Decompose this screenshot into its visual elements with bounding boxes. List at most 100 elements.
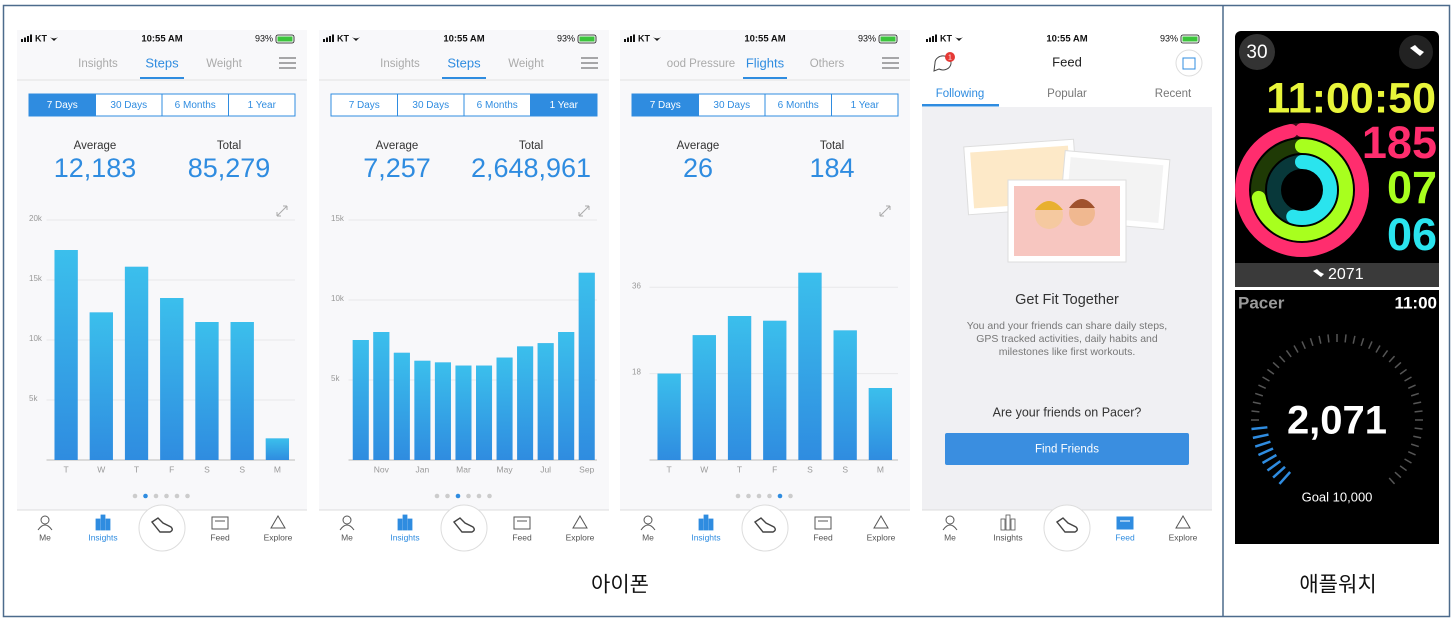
- stat-value: 184: [809, 153, 854, 183]
- record-button[interactable]: [138, 504, 186, 552]
- nav-icon: [708, 518, 714, 531]
- dial-tick: [1278, 471, 1292, 485]
- tab[interactable]: Weight: [206, 58, 242, 70]
- bar-sheen: [517, 346, 534, 460]
- nav-label: Explore: [566, 532, 595, 542]
- goal-label: Goal 10,000: [1302, 489, 1373, 504]
- page-dot: [185, 493, 190, 499]
- range-button[interactable]: [530, 93, 598, 117]
- tab[interactable]: Popular: [1047, 88, 1087, 100]
- page-dot: [735, 493, 741, 499]
- nav-label: Insights: [993, 532, 1022, 542]
- stat-label: Total: [820, 140, 844, 152]
- page-dot: [164, 493, 169, 499]
- tab[interactable]: Insights: [380, 58, 420, 70]
- dial-tick: [1254, 392, 1264, 397]
- dial-tick: [1414, 410, 1423, 413]
- tab-underline: [922, 104, 999, 107]
- tab[interactable]: Flights: [746, 55, 785, 70]
- app-name: Pacer: [1238, 293, 1285, 312]
- wifi-icon: [50, 37, 58, 41]
- record-button[interactable]: [1043, 504, 1091, 552]
- clock: 10:55 AM: [443, 34, 484, 45]
- nav-icon: [1005, 514, 1011, 531]
- tab[interactable]: Insights: [78, 58, 118, 70]
- shoe-icon: [1410, 45, 1424, 56]
- badge-count: 1: [948, 54, 952, 61]
- tab[interactable]: Steps: [447, 55, 481, 70]
- record-button[interactable]: [741, 504, 789, 552]
- page-dot: [788, 493, 793, 499]
- body-text: GPS tracked activities, daily habits and: [976, 333, 1158, 345]
- page-dot: [756, 493, 762, 499]
- bar-sheen: [230, 322, 254, 460]
- stat-label: Total: [217, 140, 241, 152]
- dial-tick: [1272, 465, 1286, 479]
- dial-tick: [1252, 433, 1269, 440]
- dial-tick: [1272, 361, 1280, 369]
- stat-label: Average: [74, 140, 117, 152]
- shoe-icon: [1055, 517, 1078, 533]
- signal-bar: [627, 37, 629, 42]
- bar-sheen: [558, 332, 575, 460]
- nav-icon: [95, 518, 101, 531]
- tab[interactable]: Recent: [1155, 88, 1192, 100]
- stand-value: 06: [1387, 209, 1437, 260]
- bar-sheen: [124, 266, 149, 460]
- dial-tick: [1404, 376, 1412, 382]
- x-tick-label: W: [700, 464, 708, 474]
- badge: [945, 52, 955, 62]
- record-button[interactable]: [440, 504, 488, 552]
- dial-tick: [1382, 349, 1389, 358]
- range-label: 30 Days: [412, 100, 449, 111]
- y-tick-label: 5k: [29, 394, 38, 403]
- stat-value: 12,183: [54, 153, 137, 183]
- nav-label: Me: [341, 532, 353, 542]
- dial-tick: [1318, 335, 1322, 344]
- nav-icon: [270, 515, 286, 529]
- calendar-button[interactable]: [1175, 49, 1203, 77]
- y-tick-label: 10k: [331, 294, 345, 303]
- wifi-icon: [955, 37, 963, 41]
- bar-sheen: [496, 357, 513, 460]
- x-tick-label: W: [97, 464, 105, 474]
- y-tick-label: 20k: [29, 214, 43, 223]
- nav-icon: [643, 515, 653, 525]
- find-friends-button[interactable]: [945, 433, 1189, 465]
- nav-icon: [942, 524, 958, 531]
- dial-tick: [1327, 334, 1330, 343]
- tab[interactable]: ood Pressure: [667, 58, 735, 70]
- dial-tick: [1360, 337, 1365, 347]
- y-tick-label: 15k: [331, 214, 345, 223]
- dial-tick: [1285, 349, 1292, 358]
- dial-tick: [1266, 368, 1275, 375]
- dial-tick: [1266, 460, 1282, 472]
- question: Are your friends on Pacer?: [993, 405, 1142, 419]
- tab[interactable]: Steps: [145, 55, 179, 70]
- nav-icon: [100, 514, 106, 531]
- page-dot: [445, 493, 450, 499]
- range-button[interactable]: [831, 93, 899, 117]
- dial-tick: [1414, 427, 1423, 430]
- y-tick-label: 36: [632, 281, 641, 290]
- range-label: 7 Days: [650, 100, 681, 111]
- range-label: 7 Days: [47, 100, 78, 111]
- x-tick-label: T: [134, 464, 139, 474]
- range-label: 1 Year: [550, 100, 579, 111]
- tab[interactable]: Others: [810, 58, 845, 70]
- signal-bar: [323, 39, 325, 42]
- range-button[interactable]: [228, 93, 296, 117]
- range-label: 1 Year: [851, 100, 880, 111]
- tab-underline: [140, 77, 184, 79]
- dial-tick: [1309, 337, 1314, 347]
- tab[interactable]: Weight: [508, 58, 544, 70]
- range-label: 30 Days: [713, 100, 750, 111]
- nav-icon: [407, 518, 413, 531]
- x-tick-label: Sep: [579, 464, 594, 474]
- signal-bar: [326, 37, 328, 42]
- tab[interactable]: Following: [936, 88, 985, 100]
- signal-bar: [929, 37, 931, 42]
- bar-sheen: [537, 343, 554, 460]
- body-text: You and your friends can share daily ste…: [967, 320, 1167, 332]
